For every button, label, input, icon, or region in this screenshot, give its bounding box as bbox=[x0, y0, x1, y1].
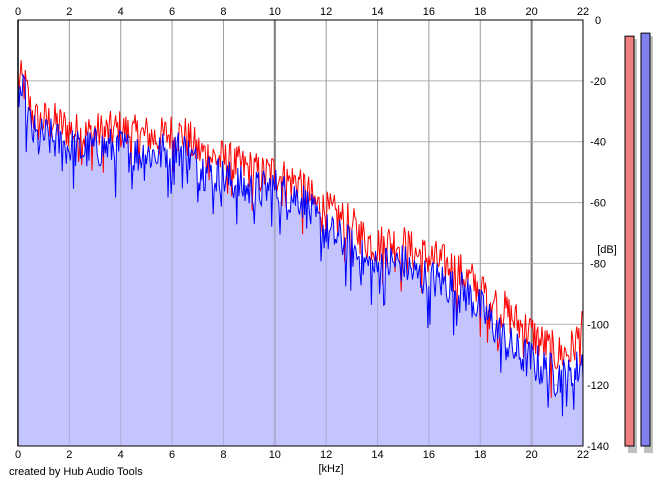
y-tick-label: -140 bbox=[587, 441, 609, 453]
x-tick-label-bottom: 10 bbox=[269, 449, 281, 461]
x-tick-label-bottom: 6 bbox=[169, 449, 175, 461]
plot-frame bbox=[17, 19, 584, 447]
x-tick-label-top: 12 bbox=[320, 6, 332, 18]
x-tick-label-bottom: 4 bbox=[118, 449, 124, 461]
x-tick-label-top: 16 bbox=[423, 6, 435, 18]
y-tick-label: 0 bbox=[595, 15, 601, 27]
x-tick-label-bottom: 16 bbox=[423, 449, 435, 461]
x-tick-label-bottom: 20 bbox=[526, 449, 538, 461]
x-tick-label-bottom: 12 bbox=[320, 449, 332, 461]
x-tick-label-bottom: 22 bbox=[577, 449, 589, 461]
y-tick-label: -60 bbox=[590, 198, 606, 210]
x-tick-label-bottom: 8 bbox=[220, 449, 226, 461]
x-tick-label-top: 22 bbox=[577, 6, 589, 18]
y-unit-label: [dB] bbox=[597, 244, 617, 256]
y-tick-label: -80 bbox=[590, 258, 606, 270]
y-tick-label: -20 bbox=[590, 76, 606, 88]
spectrum-fill bbox=[18, 75, 583, 446]
x-tick-label-top: 4 bbox=[118, 6, 124, 18]
blue-series-line bbox=[17, 73, 584, 417]
x-tick-label-top: 2 bbox=[66, 6, 72, 18]
x-tick-label-bottom: 0 bbox=[15, 449, 21, 461]
x-tick-label-top: 0 bbox=[15, 6, 21, 18]
x-unit-label: [kHz] bbox=[318, 463, 343, 475]
x-tick-label-bottom: 14 bbox=[371, 449, 383, 461]
x-tick-label-top: 10 bbox=[269, 6, 281, 18]
x-tick-label-top: 6 bbox=[169, 6, 175, 18]
credit-text: created by Hub Audio Tools bbox=[9, 466, 143, 478]
x-tick-label-bottom: 2 bbox=[66, 449, 72, 461]
level-meter-right bbox=[640, 32, 651, 447]
x-tick-label-top: 18 bbox=[474, 6, 486, 18]
x-tick-label-top: 14 bbox=[371, 6, 383, 18]
y-tick-label: -40 bbox=[590, 137, 606, 149]
x-tick-label-top: 20 bbox=[526, 6, 538, 18]
y-tick-label: -120 bbox=[587, 380, 609, 392]
x-tick-label-top: 8 bbox=[220, 6, 226, 18]
y-tick-label: -100 bbox=[587, 319, 609, 331]
x-tick-label-bottom: 18 bbox=[474, 449, 486, 461]
level-meter-left bbox=[624, 35, 635, 447]
